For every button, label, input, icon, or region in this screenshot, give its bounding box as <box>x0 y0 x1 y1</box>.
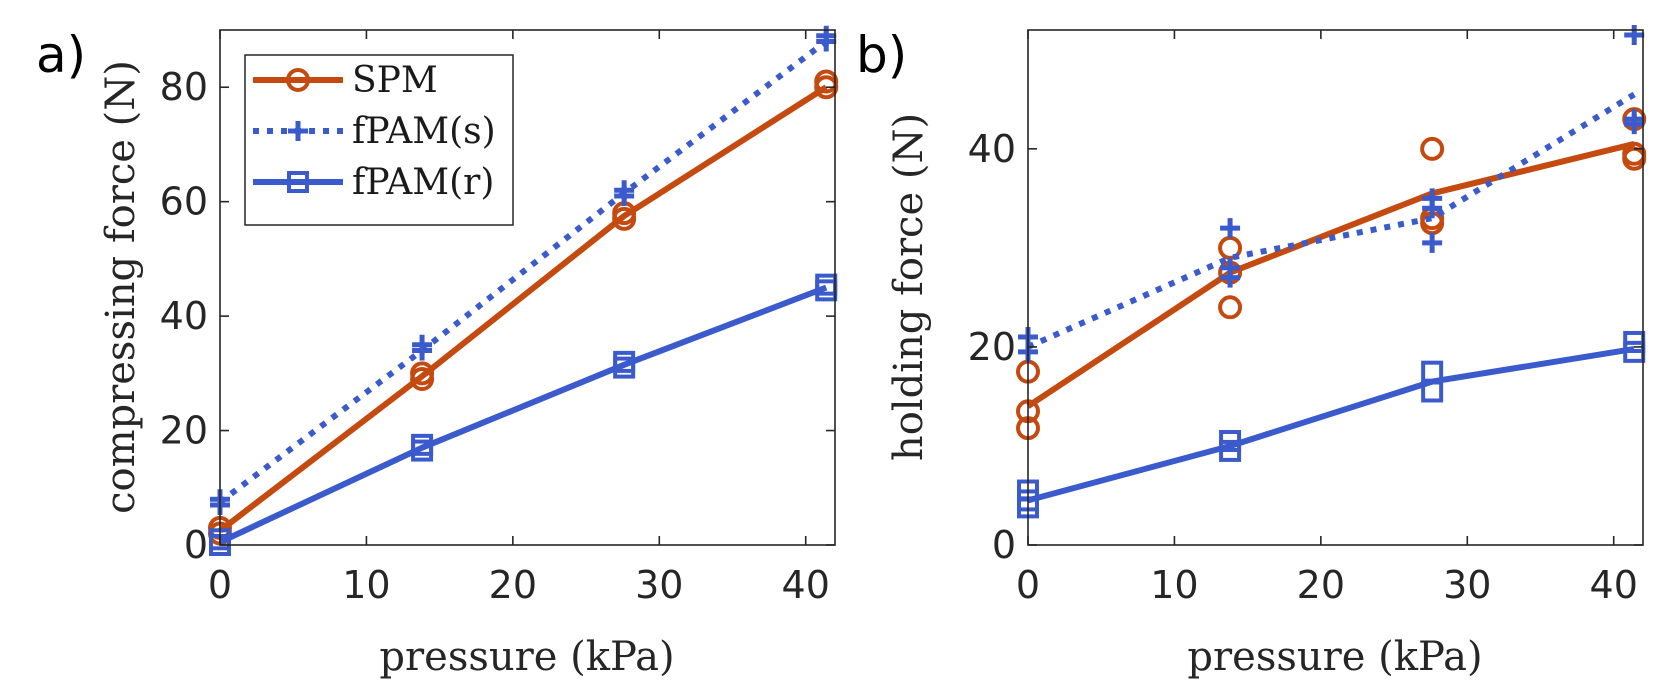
series-line-fpam_r-a <box>218 284 828 545</box>
data-point-fpam_r-b <box>1421 380 1444 403</box>
y-tick-label: 20 <box>160 409 208 453</box>
data-point-spm-b <box>1218 295 1243 320</box>
x-tick-label: 30 <box>1443 563 1491 607</box>
data-point-fpam_s-b <box>1220 218 1241 239</box>
x-tick-label: 0 <box>208 563 232 607</box>
data-point-fpam_s-b <box>1624 24 1645 45</box>
legend-marker-fpam_s <box>288 121 308 141</box>
series-line-spm-a <box>218 84 828 534</box>
y-axis-label-a: compressing force (N) <box>98 60 144 514</box>
x-axis-label-a: pressure (kPa) <box>379 634 674 680</box>
panel-a: a) 0 10 20 30 40 0 20 40 60 80 pressure (kPa) com… <box>36 25 839 680</box>
y-tick-label: 20 <box>968 325 1016 369</box>
y-tick-label: 40 <box>968 127 1016 171</box>
data-point-fpam_s-a <box>412 334 433 355</box>
y-tick-label: 0 <box>184 523 208 567</box>
y-tick-label: 80 <box>160 65 208 109</box>
panel-label-a: a) <box>36 26 86 84</box>
panel-label-b: b) <box>856 26 907 84</box>
y-tick-label: 40 <box>160 294 208 338</box>
data-point-fpam_s-b <box>1422 232 1443 253</box>
y-tick-label: 60 <box>160 180 208 224</box>
series-line-fpam_s-a <box>218 39 829 505</box>
x-tick-label: 40 <box>782 563 830 607</box>
data-point-fpam_r-a <box>411 433 434 456</box>
plot-frame-b <box>1027 29 1644 546</box>
x-tick-label: 10 <box>1150 563 1198 607</box>
data-point-spm-a <box>814 69 839 94</box>
legend-marker-spm <box>286 68 310 92</box>
legend-label-fpam_r: fPAM(r) <box>352 162 494 203</box>
x-tick-label: 20 <box>1297 563 1345 607</box>
x-tick-label: 30 <box>635 563 683 607</box>
data-point-fpam_s-b <box>1624 114 1645 135</box>
x-tick-label: 20 <box>489 563 537 607</box>
plot-frame-a <box>219 29 836 546</box>
panel-b: b) 0 10 20 30 40 0 20 40 pressure (kPa) holding… <box>856 24 1647 680</box>
series-line-fpam_s-b <box>1026 91 1636 350</box>
data-point-fpam_s-a <box>614 180 635 201</box>
data-point-fpam_s-b <box>1422 198 1443 219</box>
legend-marker-fpam_r <box>287 171 309 193</box>
legend: SPM fPAM(s) fPAM(r) <box>244 54 514 226</box>
series-line-spm-b <box>1026 140 1635 409</box>
data-point-fpam_s-b <box>1220 267 1241 288</box>
data-point-fpam_s-a <box>816 25 837 46</box>
y-tick-label: 0 <box>992 523 1016 567</box>
legend-label-spm: SPM <box>352 60 438 101</box>
x-axis-label-b: pressure (kPa) <box>1187 634 1482 680</box>
data-point-fpam_r-a <box>613 350 636 373</box>
x-tick-label: 0 <box>1016 563 1040 607</box>
legend-label-fpam_s: fPAM(s) <box>352 111 496 152</box>
data-point-spm-b <box>1420 136 1445 161</box>
x-tick-label: 40 <box>1590 563 1638 607</box>
data-point-spm-a <box>410 361 435 386</box>
data-point-fpam_r-b <box>1219 439 1242 462</box>
series-line-fpam_r-b <box>1027 345 1635 504</box>
x-tick-label: 10 <box>342 563 390 607</box>
y-axis-label-b: holding force (N) <box>886 113 932 461</box>
